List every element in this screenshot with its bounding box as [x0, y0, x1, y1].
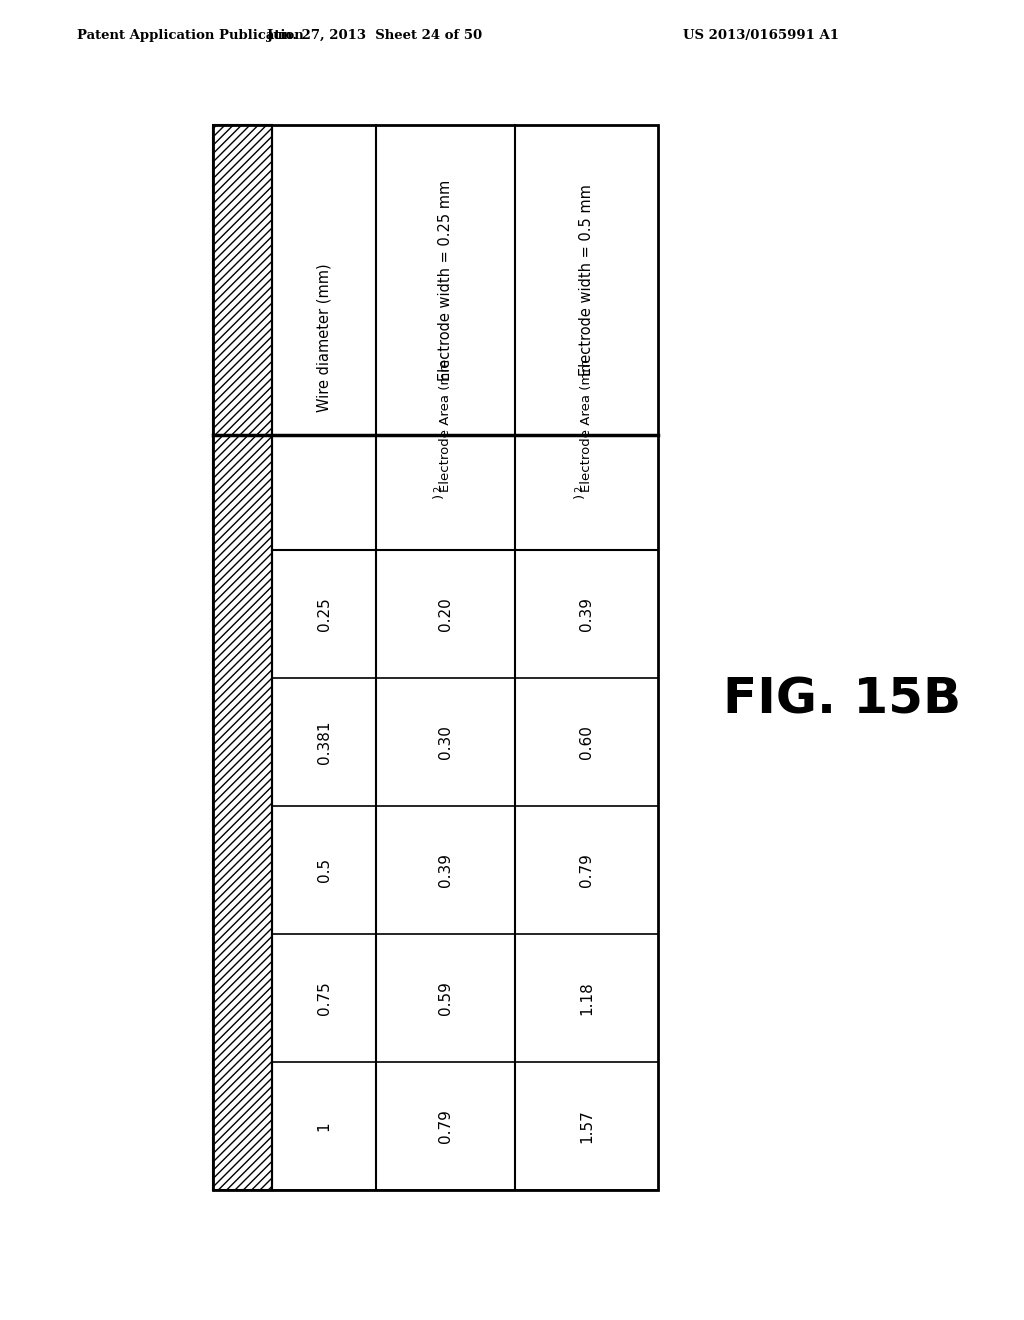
Text: 0.39: 0.39: [579, 597, 594, 631]
Text: 0.60: 0.60: [579, 725, 594, 759]
Text: 0.381: 0.381: [316, 721, 332, 764]
Text: 1.18: 1.18: [579, 981, 594, 1015]
Text: 0.59: 0.59: [438, 981, 453, 1015]
Text: US 2013/0165991 A1: US 2013/0165991 A1: [683, 29, 839, 41]
Text: 1.57: 1.57: [579, 1109, 594, 1143]
Text: ): ): [432, 492, 445, 498]
Text: 0.75: 0.75: [316, 981, 332, 1015]
Text: Jun. 27, 2013  Sheet 24 of 50: Jun. 27, 2013 Sheet 24 of 50: [266, 29, 481, 41]
Text: 0.30: 0.30: [438, 725, 453, 759]
Text: Electrode width = 0.25 mm: Electrode width = 0.25 mm: [438, 180, 453, 380]
Text: 0.20: 0.20: [438, 597, 453, 631]
Text: Electrode width = 0.5 mm: Electrode width = 0.5 mm: [579, 183, 594, 376]
Text: 0.39: 0.39: [438, 853, 453, 887]
Bar: [213, 125, 272, 1191]
Text: ): ): [573, 492, 586, 498]
Bar: [213, 125, 658, 1191]
Text: Electrode Area (mm: Electrode Area (mm: [580, 355, 593, 492]
Text: Patent Application Publication: Patent Application Publication: [77, 29, 304, 41]
Text: 0.5: 0.5: [316, 858, 332, 882]
Text: 0.25: 0.25: [316, 597, 332, 631]
Text: 2: 2: [574, 486, 585, 492]
Text: 0.79: 0.79: [579, 853, 594, 887]
Text: Wire diameter (mm): Wire diameter (mm): [316, 263, 332, 412]
Text: 1: 1: [316, 1121, 332, 1131]
Text: 2: 2: [433, 486, 443, 492]
Text: Electrode Area (mm: Electrode Area (mm: [439, 355, 452, 492]
Text: 0.79: 0.79: [438, 1109, 453, 1143]
Text: FIG. 15B: FIG. 15B: [723, 676, 961, 723]
